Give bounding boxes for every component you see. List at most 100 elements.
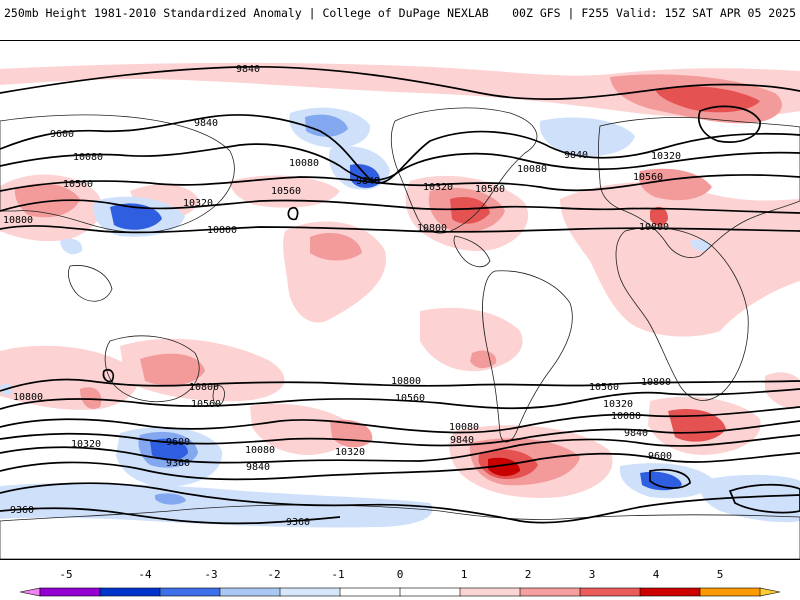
anomaly-region [0,345,138,410]
anomaly-region [140,353,205,386]
model-run-info: 00Z GFS | F255 Valid: 15Z SAT APR 05 202… [512,6,796,20]
contour-label: 9840 [194,118,218,129]
contour-label: 10800 [3,215,33,226]
contour-label: 10320 [335,447,365,458]
contour-label: 9360 [10,505,34,516]
contour-label: 10080 [289,158,319,169]
north-america-outline [390,107,538,234]
anomaly-region [0,62,800,118]
colorbar-segment [219,587,281,597]
contour-label: 10560 [271,186,301,197]
legend-tick: -5 [59,568,73,581]
contour-label: 10560 [475,184,505,195]
contour-label: 9840 [624,428,648,439]
maritime-continent-outline [68,265,113,302]
legend-tick: -3 [204,568,218,581]
contour-label: 10800 [189,382,219,393]
colorbar-segment [99,587,161,597]
anomaly-region [450,196,490,224]
contour-line [0,65,800,100]
contour-label: 10320 [423,182,453,193]
colorbar-segment [459,587,521,597]
contour-line [0,174,800,192]
contour-label: 10800 [391,376,421,387]
anomaly-region [655,86,760,113]
colorbar-arrow-right [759,587,781,597]
legend-tick: 1 [460,568,468,581]
contour-label: 10800 [13,392,43,403]
colorbar-segment [279,587,341,597]
contour-label: 10800 [417,223,447,234]
contour-label: 9360 [166,458,190,469]
contour-label: 10560 [589,382,619,393]
contour-label: 10560 [191,399,221,410]
negative-anomaly-shading [0,107,800,528]
anomaly-region [250,403,353,455]
contour-label: 9840 [450,435,474,446]
anomaly-region [650,206,668,226]
contour-line [287,206,299,221]
contour-label: 9840 [236,64,260,75]
central-america-outline [453,235,491,268]
anomaly-region [0,483,433,528]
contour-label: 10080 [517,164,547,175]
contour-line [0,420,800,447]
contour-label: 10080 [449,422,479,433]
anomaly-region [230,175,340,208]
contour-label: 10320 [183,198,213,209]
anomaly-region [150,438,188,461]
contour-label: 10800 [641,377,671,388]
colorbar-segments [19,587,781,597]
legend-tick: 2 [524,568,532,581]
contour-line [728,483,800,514]
contour-line [0,406,800,434]
colorbar-legend: -5 -4 -3 -2 -1 0 1 2 3 4 5 [0,568,800,600]
contour-label: 10320 [71,439,101,450]
colorbar-segment [699,587,761,597]
contour-label: 10800 [639,222,669,233]
contour-line [0,482,800,524]
contour-line [102,368,115,383]
contour-label: 9600 [648,451,672,462]
anomaly-region [80,387,102,409]
contour-line [0,225,800,234]
colorbar-segment [579,587,641,597]
contour-labels: 9840 9600 9840 10080 10080 9840 10560 10… [3,64,681,528]
contour-label: 9600 [50,129,74,140]
colorbar-segment [399,587,461,597]
contour-label: 9600 [166,437,190,448]
anomaly-region [560,182,800,337]
contour-label: 10320 [651,151,681,162]
anomaly-region [699,474,800,523]
anomaly-region [488,457,520,477]
contour-label: 9840 [564,150,588,161]
europe-asia-outline [598,117,800,258]
contour-label: 10560 [63,179,93,190]
anomaly-region [110,203,162,230]
colorbar [19,587,781,597]
colorbar-segment [39,587,101,597]
contour-line [0,143,800,181]
legend-tick: -2 [267,568,281,581]
anomaly-region [305,114,348,137]
anomaly-region [690,239,711,251]
contour-label: 10080 [611,411,641,422]
anomaly-region [60,238,83,255]
anomaly-region [155,493,186,505]
legend-tick: 4 [652,568,660,581]
legend-tick: -1 [331,568,345,581]
contour-line [698,105,761,143]
anomaly-region [420,307,523,372]
contour-line [0,388,800,410]
contour-label: 10560 [633,172,663,183]
contour-line [649,468,691,489]
anomaly-region [470,350,497,369]
map-title: 250mb Height 1981-2010 Standardized Anom… [4,6,489,20]
contour-label: 9360 [286,517,310,528]
new-zealand-outline [212,384,225,406]
colorbar-arrow-left [19,587,41,597]
height-contours [0,65,800,525]
header: 250mb Height 1981-2010 Standardized Anom… [0,0,800,28]
africa-outline [615,227,749,401]
legend-tick: 0 [396,568,404,581]
